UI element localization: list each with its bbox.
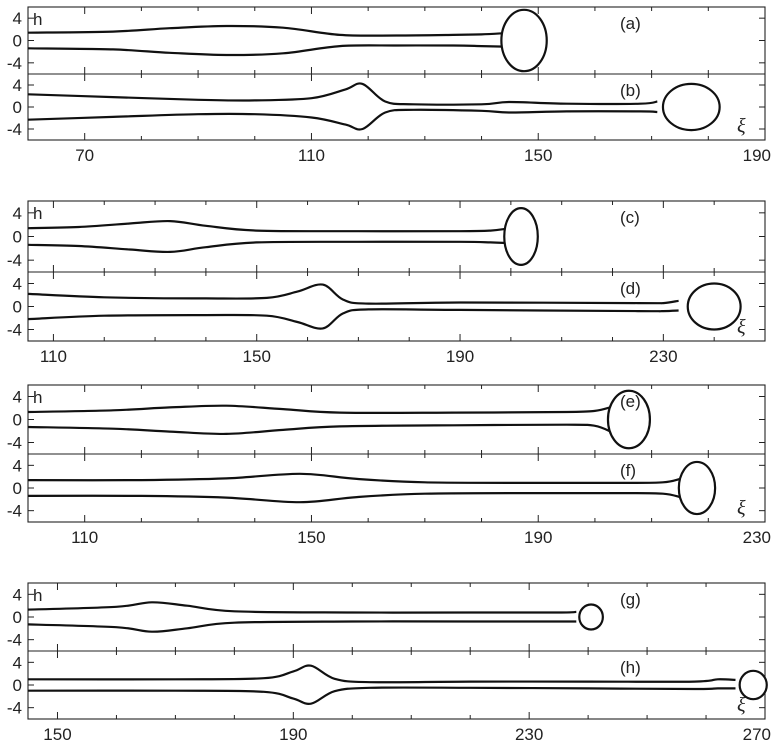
- interface-upper: [27, 601, 577, 614]
- x-tick-label: 70: [75, 146, 94, 165]
- y-var-label: h: [33, 586, 42, 605]
- interface-upper: [27, 283, 679, 305]
- x-tick-label: 230: [515, 725, 543, 744]
- x-tick-label: 150: [524, 146, 552, 165]
- x-tick-label: 150: [243, 347, 271, 366]
- y-tick-label: 4: [13, 9, 22, 28]
- x-tick-label: 230: [743, 528, 771, 547]
- y-tick-label: -4: [7, 434, 22, 453]
- interface-lower: [27, 44, 505, 57]
- y-tick-label: 4: [13, 275, 22, 294]
- interface-upper: [27, 82, 658, 106]
- panel-label: (b): [620, 81, 641, 100]
- drop-bulb: [500, 8, 548, 73]
- y-tick-label: -4: [7, 120, 22, 139]
- drop-bulb: [686, 282, 742, 331]
- x-var-label: ξ: [737, 694, 746, 716]
- drop-bulb: [738, 669, 768, 701]
- x-tick-label: 110: [71, 528, 98, 547]
- y-var-label: h: [33, 204, 42, 223]
- x-tick-label: 270: [743, 725, 771, 744]
- y-tick-label: 4: [13, 76, 22, 95]
- interface-upper: [27, 404, 613, 414]
- y-tick-label: 0: [13, 479, 22, 498]
- panel-label: (g): [620, 590, 641, 609]
- y-tick-label: -4: [7, 251, 22, 270]
- y-tick-label: 4: [13, 204, 22, 223]
- y-tick-label: 0: [13, 32, 22, 51]
- x-var-label: ξ: [737, 316, 746, 338]
- interface-lower: [27, 423, 613, 436]
- y-tick-label: 4: [13, 585, 22, 604]
- y-tick-label: -4: [7, 54, 22, 73]
- y-var-label: h: [33, 388, 42, 407]
- x-tick-label: 230: [649, 347, 677, 366]
- x-tick-label: 190: [743, 146, 771, 165]
- y-tick-label: 0: [13, 228, 22, 247]
- panel-label: (h): [620, 658, 641, 677]
- panel-label: (f): [620, 461, 636, 480]
- y-tick-label: 0: [13, 411, 22, 430]
- panel-label: (c): [620, 208, 640, 227]
- y-tick-label: 4: [13, 456, 22, 475]
- y-tick-label: 0: [13, 98, 22, 117]
- y-tick-label: 0: [13, 608, 22, 627]
- panel-label: (a): [620, 14, 641, 33]
- panel-label: (e): [620, 392, 641, 411]
- drop-bulb: [503, 207, 539, 267]
- x-tick-label: 190: [279, 725, 307, 744]
- interface-lower: [27, 686, 736, 706]
- y-tick-label: -4: [7, 699, 22, 718]
- interface-lower: [27, 491, 681, 504]
- y-var-label: h: [33, 10, 42, 29]
- x-tick-label: 190: [446, 347, 474, 366]
- x-tick-label: 150: [297, 528, 325, 547]
- y-tick-label: -4: [7, 502, 22, 521]
- x-tick-label: 190: [524, 528, 552, 547]
- x-tick-label: 150: [43, 725, 71, 744]
- x-var-label: ξ: [737, 115, 746, 137]
- interface-upper: [27, 24, 505, 37]
- drop-bulb: [606, 389, 652, 450]
- y-tick-label: 4: [13, 388, 22, 407]
- y-tick-label: -4: [7, 631, 22, 650]
- y-tick-label: -4: [7, 321, 22, 340]
- x-tick-label: 110: [298, 146, 325, 165]
- drop-bulb: [578, 603, 604, 631]
- drop-bulb: [677, 460, 717, 516]
- interface-lower: [27, 620, 577, 633]
- interface-upper: [27, 219, 506, 233]
- x-tick-label: 110: [40, 347, 67, 366]
- interface-upper: [27, 664, 736, 684]
- y-tick-label: 0: [13, 298, 22, 317]
- interface-lower: [27, 240, 506, 254]
- y-tick-label: 0: [13, 676, 22, 695]
- interface-lower: [27, 108, 658, 131]
- interface-lower: [27, 308, 679, 330]
- drop-bulb: [661, 82, 721, 132]
- x-var-label: ξ: [737, 497, 746, 519]
- y-tick-label: 4: [13, 653, 22, 672]
- panel-label: (d): [620, 279, 641, 298]
- interface-upper: [27, 472, 681, 485]
